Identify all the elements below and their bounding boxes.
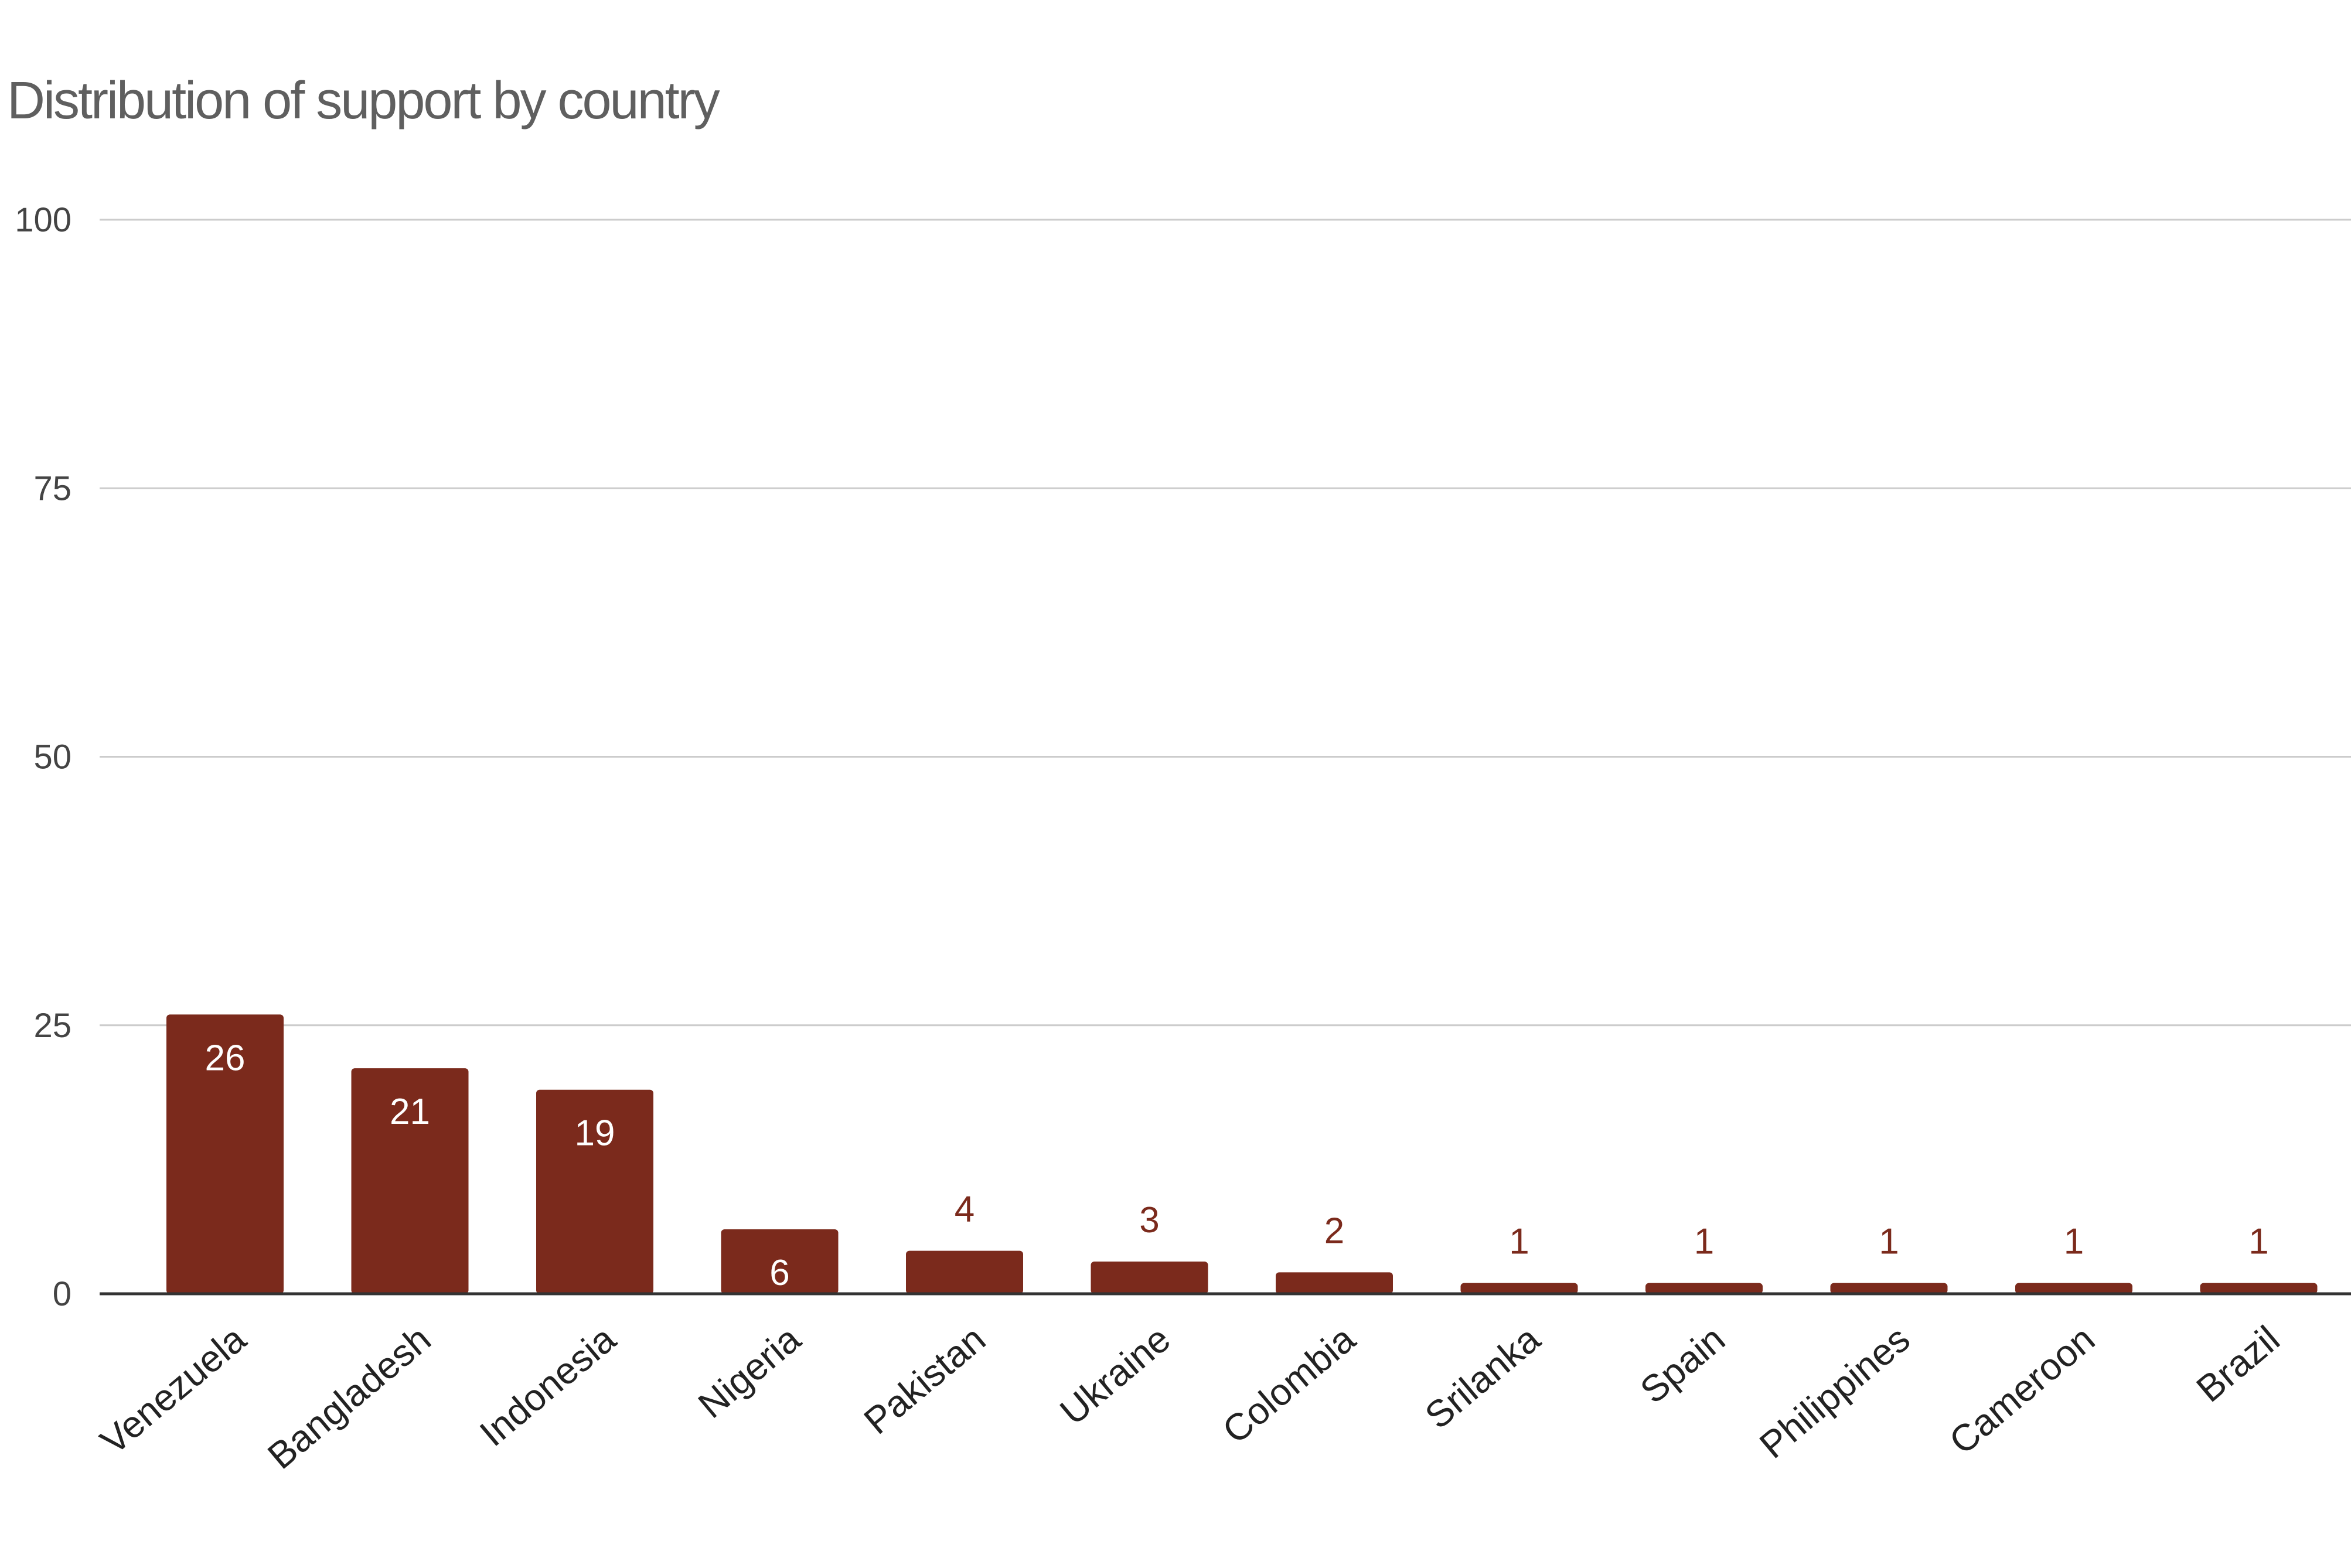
data-label: 21 xyxy=(390,1092,430,1132)
data-label: 6 xyxy=(769,1253,789,1293)
x-tick-label: Spain xyxy=(1632,1318,1733,1412)
y-axis-ticks: 0 25 50 75 100 xyxy=(15,201,71,1313)
data-label: 1 xyxy=(2248,1222,2268,1262)
bar xyxy=(1276,1272,1393,1294)
y-tick-label: 100 xyxy=(15,201,71,239)
x-tick-label: Indonesia xyxy=(472,1317,623,1454)
x-tick-label: Bangladesh xyxy=(260,1318,438,1477)
bar xyxy=(1830,1283,1948,1294)
x-tick-label: Nigeria xyxy=(690,1317,809,1426)
gridlines xyxy=(100,219,2351,1027)
data-label: 4 xyxy=(955,1189,975,1230)
data-label: 3 xyxy=(1139,1200,1159,1240)
bar xyxy=(1645,1283,1763,1294)
chart-title: Distribution of support by country xyxy=(7,71,720,130)
x-tick-label: Philippines xyxy=(1752,1318,1917,1467)
y-tick-label: 50 xyxy=(33,738,71,776)
bar xyxy=(536,1089,653,1294)
bar xyxy=(2200,1283,2318,1294)
x-tick-label: Colombia xyxy=(1215,1317,1364,1451)
data-label: 1 xyxy=(1509,1222,1529,1262)
bar xyxy=(1460,1283,1578,1294)
bar xyxy=(1091,1262,1208,1294)
x-tick-label: Cameroon xyxy=(1941,1318,2103,1463)
data-label: 1 xyxy=(2064,1222,2084,1262)
x-axis-ticks: Venezuela Bangladesh Indonesia Nigeria Pakis… xyxy=(93,1317,2288,1477)
bar xyxy=(2015,1283,2132,1294)
data-label: 19 xyxy=(575,1113,615,1154)
data-label: 1 xyxy=(1694,1222,1714,1262)
data-label: 26 xyxy=(205,1038,246,1078)
bar xyxy=(351,1068,469,1294)
x-tick-label: Pakistan xyxy=(856,1318,993,1443)
data-label: 1 xyxy=(1879,1222,1899,1262)
data-label: 2 xyxy=(1324,1211,1344,1251)
y-tick-label: 0 xyxy=(53,1275,71,1313)
x-tick-label: Srilanka xyxy=(1417,1317,1548,1437)
bar xyxy=(166,1014,284,1294)
x-tick-label: Brazil xyxy=(2189,1318,2288,1410)
x-tick-label: Venezuela xyxy=(93,1317,254,1463)
x-tick-label: Ukraine xyxy=(1052,1318,1178,1433)
y-tick-label: 75 xyxy=(33,469,71,507)
bar xyxy=(721,1229,839,1294)
y-tick-label: 25 xyxy=(33,1007,71,1045)
bar xyxy=(906,1250,1023,1294)
bars xyxy=(166,1014,2318,1294)
